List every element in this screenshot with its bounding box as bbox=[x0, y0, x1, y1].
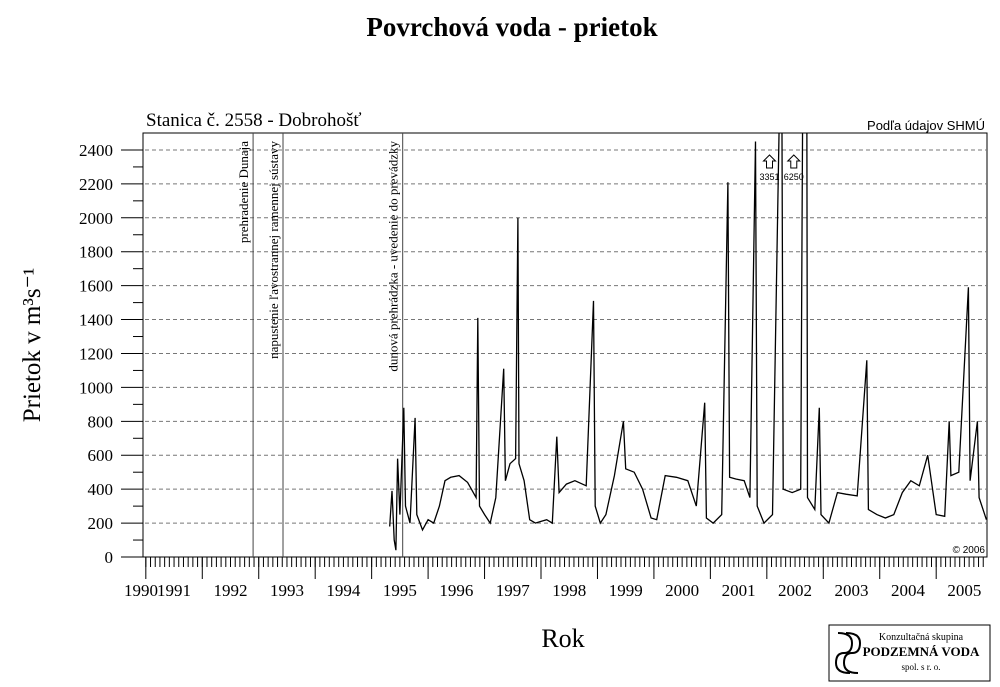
y-tick-label: 1400 bbox=[79, 311, 113, 330]
event-label: dunová prehrádzka - uvedenie do prevádzk… bbox=[386, 141, 401, 372]
x-tick-label: 1994 bbox=[326, 581, 361, 600]
logo-line3: spol. s r. o. bbox=[901, 662, 940, 672]
event-label: napustenie ľavostrannej ramennej sústavy bbox=[266, 141, 281, 359]
logo-line2: PODZEMNÁ VODA bbox=[863, 644, 980, 659]
logo-icon bbox=[834, 632, 862, 674]
source: Podľa údajov SHMÚ bbox=[867, 118, 985, 133]
y-tick-label: 1000 bbox=[79, 378, 113, 397]
x-tick-label: 1999 bbox=[609, 581, 643, 600]
y-tick-label: 800 bbox=[88, 412, 114, 431]
logo: Konzultačná skupina PODZEMNÁ VODA spol. … bbox=[828, 624, 991, 682]
y-tick-label: 600 bbox=[88, 446, 114, 465]
x-tick-label: 2001 bbox=[722, 581, 756, 600]
x-tick-label: 2002 bbox=[778, 581, 812, 600]
y-tick-label: 2400 bbox=[79, 141, 113, 160]
copyright: © 2006 bbox=[953, 545, 986, 556]
x-tick-label: 2004 bbox=[891, 581, 926, 600]
x-tick-label: 2005 bbox=[947, 581, 981, 600]
x-axis-label: Rok bbox=[541, 624, 584, 653]
x-tick-label: 2000 bbox=[665, 581, 699, 600]
y-tick-label: 1200 bbox=[79, 344, 113, 363]
flow-line bbox=[389, 133, 987, 551]
x-tick-label: 1996 bbox=[439, 581, 473, 600]
overflow-label: 3351 bbox=[759, 172, 779, 182]
x-tick-label: 2003 bbox=[835, 581, 869, 600]
chart-subtitle: Stanica č. 2558 - Dobrohošť bbox=[146, 110, 362, 131]
y-axis-label: Prietok v m³s⁻¹ bbox=[19, 268, 46, 423]
y-tick-label: 400 bbox=[88, 480, 114, 499]
y-tick-label: 2000 bbox=[79, 209, 113, 228]
x-tick-label: 1998 bbox=[552, 581, 586, 600]
y-tick-label: 0 bbox=[105, 548, 114, 567]
y-tick-label: 200 bbox=[88, 514, 114, 533]
series bbox=[389, 133, 987, 551]
x-tick-label: 1991 bbox=[157, 581, 191, 600]
x-tick-label: 1990 bbox=[124, 581, 158, 600]
overflow-label: 6250 bbox=[784, 172, 804, 182]
overflow-arrow bbox=[786, 154, 801, 169]
y-tick-label: 1600 bbox=[79, 277, 113, 296]
x-tick-label: 1995 bbox=[383, 581, 417, 600]
x-tick-label: 1997 bbox=[496, 581, 531, 600]
overflow-arrow bbox=[762, 154, 777, 169]
chart-title: Povrchová voda - prietok bbox=[366, 12, 657, 42]
event-label: prehradenie Dunaja bbox=[236, 141, 251, 243]
x-tick-label: 1993 bbox=[270, 581, 304, 600]
x-tick-label: 1992 bbox=[214, 581, 248, 600]
y-tick-label: 1800 bbox=[79, 243, 113, 262]
logo-line1: Konzultačná skupina bbox=[879, 632, 964, 643]
y-tick-label: 2200 bbox=[79, 175, 113, 194]
